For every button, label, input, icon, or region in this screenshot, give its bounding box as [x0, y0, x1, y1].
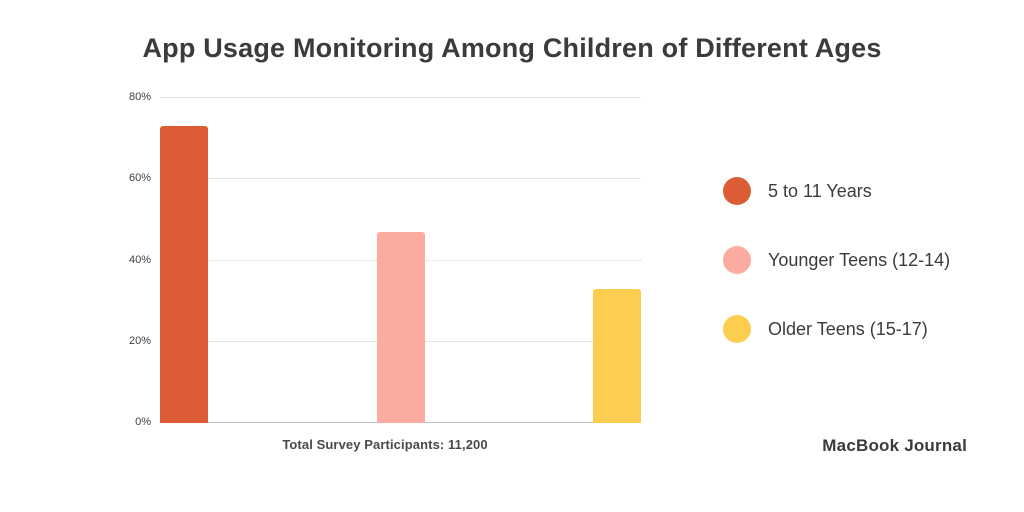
y-tick-label: 60% [128, 172, 151, 185]
legend-color-dot [723, 246, 751, 274]
legend-item-3: Older Teens (15-17) [723, 315, 950, 343]
survey-participants-caption: Total Survey Participants: 11,200 [282, 437, 488, 452]
legend-label: Older Teens (15-17) [768, 318, 928, 339]
legend-color-dot [723, 315, 751, 343]
legend-color-dot [723, 177, 751, 205]
brand-logo: MacBook Journal [822, 436, 967, 455]
bar-1 [160, 126, 208, 423]
legend-item-2: Younger Teens (12-14) [723, 246, 950, 274]
bar-2 [376, 232, 425, 423]
bar-chart-plot-area: 0% 20% 40% 60% 80% [129, 91, 641, 428]
legend-item-1: 5 to 11 Years [723, 177, 950, 205]
gridline-60: 60% [129, 172, 641, 184]
gridline-80: 80% [129, 91, 641, 103]
legend: 5 to 11 Years Younger Teens (12-14) Older … [723, 177, 950, 343]
y-tick-label: 80% [128, 91, 151, 103]
chart-title: App Usage Monitoring Among Children of D… [142, 33, 882, 63]
y-tick-label: 0% [135, 416, 151, 428]
y-tick-label: 40% [128, 253, 151, 266]
legend-label: Younger Teens (12-14) [768, 249, 951, 270]
legend-label: 5 to 11 Years [768, 180, 872, 201]
y-tick-label: 20% [128, 334, 151, 347]
bar-3 [593, 288, 641, 423]
